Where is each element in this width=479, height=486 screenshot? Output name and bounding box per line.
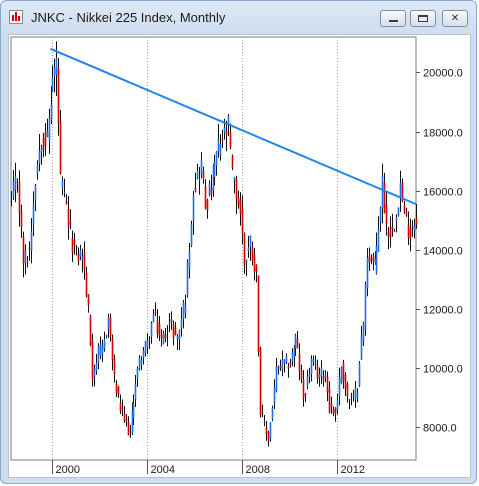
chart-panel: 2000 2004 2008 2012 8000.0 10000.0 12000.0 1400… — [8, 34, 471, 478]
y-tick-label: 12000.0 — [423, 305, 463, 317]
axis-layer: 2000 2004 2008 2012 8000.0 10000.0 12000.0 1400… — [52, 68, 463, 476]
resistance-trendline — [50, 47, 417, 206]
price-chart[interactable]: 2000 2004 2008 2012 8000.0 10000.0 12000.0 1400… — [9, 35, 470, 477]
trendline-layer — [50, 47, 417, 206]
y-tick-label: 8000.0 — [423, 423, 457, 435]
y-tick-label: 14000.0 — [423, 246, 463, 258]
close-icon: ✕ — [450, 13, 460, 24]
y-tick-label: 18000.0 — [423, 128, 463, 140]
x-tick-label: 2004 — [151, 464, 175, 476]
window-title: JNKC - Nikkei 225 Index, Monthly — [31, 10, 226, 25]
y-tick-label: 20000.0 — [423, 68, 463, 80]
minimize-button[interactable] — [380, 10, 406, 27]
maximize-icon — [418, 15, 428, 22]
y-tick-label: 16000.0 — [423, 187, 463, 199]
x-tick-label: 2000 — [56, 464, 80, 476]
y-tick-label: 10000.0 — [423, 364, 463, 376]
x-tick-label: 2012 — [341, 464, 365, 476]
close-button[interactable]: ✕ — [442, 10, 468, 27]
price-bars-layer — [11, 41, 418, 447]
grid-layer — [10, 36, 417, 461]
maximize-button[interactable] — [410, 10, 436, 27]
window-titlebar[interactable]: JNKC - Nikkei 225 Index, Monthly ✕ — [1, 1, 476, 32]
x-tick-label: 2008 — [246, 464, 270, 476]
chart-app-icon — [9, 10, 23, 24]
minimize-icon — [389, 20, 398, 22]
plot-frame — [10, 36, 417, 461]
